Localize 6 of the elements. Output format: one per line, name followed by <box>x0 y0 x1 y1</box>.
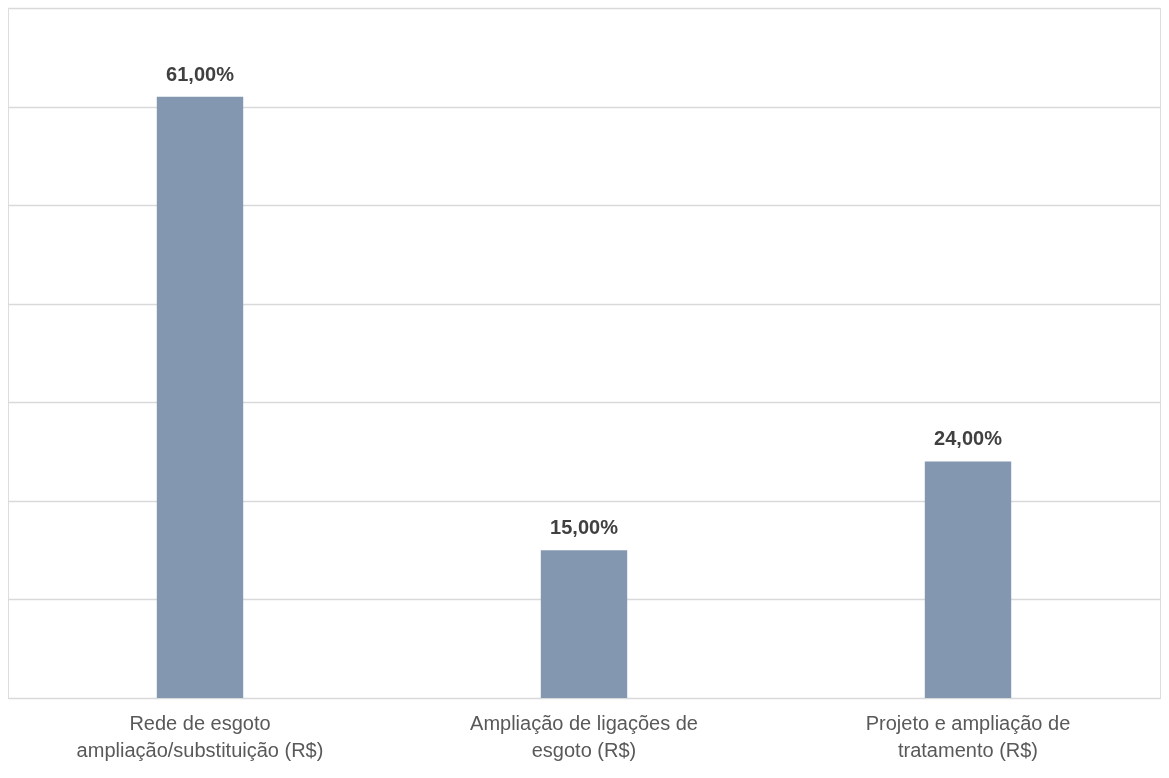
x-tick-label: Ampliação de ligações de esgoto (R$) <box>470 712 698 761</box>
data-label: 24,00% <box>934 427 1003 450</box>
data-label: 61,00% <box>166 62 235 85</box>
data-label: 15,00% <box>550 516 619 539</box>
x-tick-label: Projeto e ampliação de tratamento (R$) <box>865 712 1071 761</box>
x-tick-label: Rede de esgoto ampliação/substituição (R$) <box>76 712 324 761</box>
